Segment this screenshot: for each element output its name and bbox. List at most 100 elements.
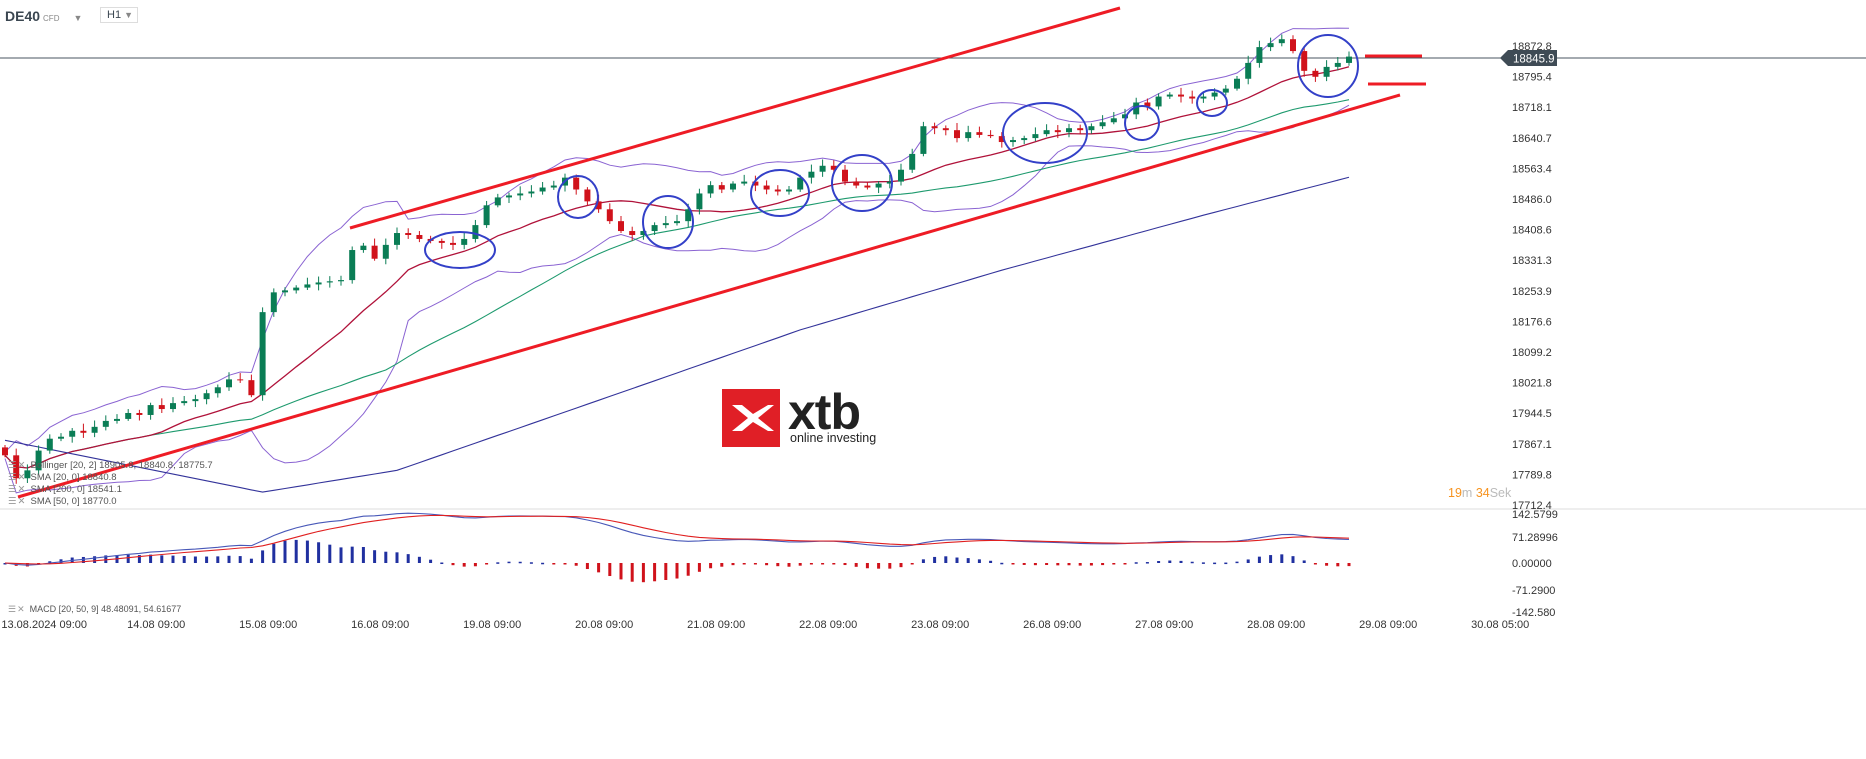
candle-body [774,189,781,192]
candle-bearish [718,181,725,194]
candle-bullish [506,192,512,203]
legend-macd[interactable]: ☰✕ MACD [20, 50, 9] 48.48091, 54.61677 [8,604,181,615]
settings-close-icon[interactable]: ☰✕ [8,604,26,614]
macd-histogram-bar [933,556,937,563]
candle-bullish [651,222,658,235]
candle-bullish [741,174,748,186]
candle-body [674,221,680,224]
candle-body [360,245,367,251]
macd-histogram-bar [507,561,511,564]
macd-histogram-bar [328,544,332,563]
legend-sma200[interactable]: ☰✕ SMA [200, 0] 18541.1 [8,484,122,495]
candle-bearish [416,231,423,243]
macd-histogram-bar [216,556,220,563]
logo-name: xtb [788,384,861,440]
macd-histogram-bar [160,555,164,563]
candle-bearish [618,216,624,234]
candle-bearish [629,226,636,241]
sma200-line [4,176,1350,493]
candle-bullish [472,219,479,243]
candle-bullish [214,384,221,398]
macd-histogram-bar [1280,554,1284,563]
macd-histogram-bar [1246,559,1250,563]
candle-bullish [1222,85,1229,96]
macd-histogram-bar [473,563,477,567]
candle-body [651,225,658,232]
macd-histogram-bar [361,546,365,563]
candle-bullish [35,445,42,475]
candle-body [1155,96,1162,107]
candle-body [640,231,647,235]
candle-body [1066,128,1072,133]
settings-close-icon[interactable]: ☰✕ [8,484,27,495]
candle-body [696,193,703,210]
candle-body [1099,122,1106,127]
macd-histogram-bar [1157,561,1161,563]
legend-sma50[interactable]: ☰✕ SMA [50, 0] 18770.0 [8,496,117,507]
candle-bearish [853,177,860,189]
legend-bollinger[interactable]: ☰✕ Bollinger [20, 2] 18905.8, 18840.8, 18… [8,460,213,471]
candle-bullish [1110,111,1117,125]
macd-histogram-bar [1291,556,1295,563]
macd-histogram-bar [821,563,825,565]
candle-body [158,405,165,410]
chevron-down-icon: ▼ [73,13,83,23]
candle-bullish [1088,123,1095,134]
time-tick-label: 19.08 09:00 [463,619,521,631]
candle-body [304,284,311,288]
legend-sma20[interactable]: ☰✕ SMA [20, 0] 18840.8 [8,472,117,483]
candle-body [864,185,871,188]
macd-histogram-bar [384,551,388,563]
timeframe-value: H1 [107,9,122,21]
symbol-selector[interactable]: DE40 CFD ▼ [5,8,82,24]
candle-bearish [371,238,378,261]
candle-bearish [2,445,8,458]
settings-close-icon[interactable]: ☰✕ [8,472,27,483]
candle-body [763,185,770,190]
candle-body [517,193,524,196]
candle-body [80,430,87,433]
macd-histogram-bar [249,558,253,563]
macd-histogram-bar [182,555,186,563]
timeframe-select[interactable]: H1 ▼ [100,7,138,23]
candle-bullish [786,185,792,195]
candle-bullish [46,434,53,454]
logo-tagline: online investing [790,431,877,445]
candle-bearish [584,187,591,206]
macd-histogram-bar [1224,562,1228,565]
symbol-name: DE40 [5,8,41,24]
upper-channel-line [349,6,1121,230]
macd-histogram-bar [1134,562,1138,564]
candle-bullish [125,409,132,421]
macd-histogram-bar [765,563,769,566]
candle-body [1178,94,1184,97]
time-tick-label: 27.08 09:00 [1135,619,1193,631]
macd-histogram-bar [641,563,645,583]
candle-bullish [293,285,300,294]
macd-histogram-bar [1313,563,1317,565]
candle-bullish [304,277,311,290]
settings-close-icon[interactable]: ☰✕ [8,496,27,507]
annotation-ellipse [1297,34,1359,98]
candle-bullish [707,181,714,198]
candle-body [595,201,602,210]
annotation-ellipse [750,169,810,217]
candle-bullish [1099,115,1106,129]
candle-body [13,455,20,479]
candle-body [786,189,792,192]
candle-bullish [326,276,333,288]
candle-bearish [405,228,412,239]
candle-body [203,393,210,400]
candle-body [931,126,938,129]
price-tick-label: 18176.6 [1512,316,1552,328]
candle-body [58,436,64,439]
candle-bullish [226,372,232,391]
time-tick-label: 29.08 09:00 [1359,619,1417,631]
settings-close-icon[interactable]: ☰✕ [8,460,27,471]
macd-histogram-bar [93,556,97,563]
macd-histogram-bar [776,563,780,567]
candle-body [405,233,412,235]
candle-body [1334,62,1341,67]
macd-histogram-bar [529,562,533,564]
